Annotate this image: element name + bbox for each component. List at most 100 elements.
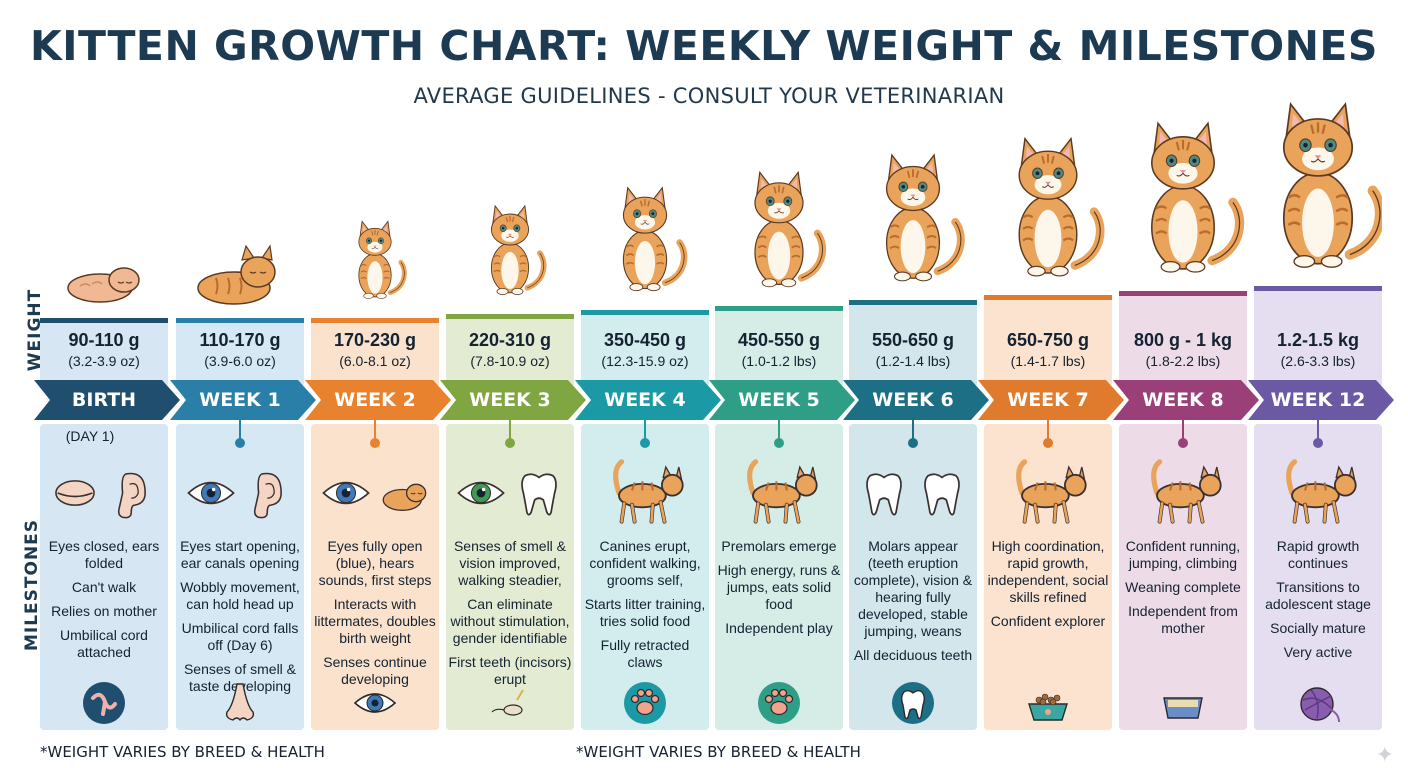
milestone-box: [984, 424, 1112, 730]
stage-arrow: [709, 380, 855, 420]
weight-range: 350-450 g: [603, 330, 687, 350]
milestone-box: [715, 424, 843, 730]
milestone-list: Confident running, jumping, climbing Wean…: [1121, 538, 1245, 644]
milestone-item: Independent play: [725, 620, 833, 636]
milestone-box: [581, 424, 709, 730]
bottom-icon: [1025, 680, 1071, 726]
bottom-icon: [81, 680, 127, 726]
weight-box: [1254, 286, 1382, 385]
bottom-icon: [890, 680, 936, 726]
milestone-item: Weaning complete: [1125, 579, 1241, 595]
milestone-list: High coordination, rapid growth, indepen…: [986, 538, 1110, 637]
milestone-item: Premolars emerge: [721, 538, 837, 554]
milestone-item: Canines erupt, confident walking, grooms…: [589, 538, 701, 588]
milestone-item: Fully retracted claws: [600, 637, 690, 670]
milestone-item: Very active: [1283, 644, 1353, 660]
stage-column: 170-230 g (6.0-8.1 oz) WEEK 2 Eyes fully op…: [305, 0, 451, 768]
umbilical-cord-icon: [83, 682, 125, 724]
milestone-item: High energy, runs & jumps, eats solid fo…: [717, 562, 841, 612]
stage-column: 1.2-1.5 kg (2.6-3.3 lbs) WEEK 12 Rapid grow…: [1248, 0, 1394, 768]
stage-arrow: [843, 380, 989, 420]
milestone-icons: [849, 455, 977, 530]
stage-label: WEEK 4: [604, 389, 686, 411]
weight-box: [849, 300, 977, 385]
weight-range-imperial: (3.9-6.0 oz): [204, 353, 276, 369]
kitten-illustration: [1151, 121, 1245, 273]
connector-dot: [640, 438, 650, 448]
weight-range: 90-110 g: [68, 330, 140, 350]
milestone-item: Transitions to adolescent stage: [1265, 579, 1371, 612]
weight-range-imperial: (6.0-8.1 oz): [339, 353, 411, 369]
milestone-item: Wobbly movement, can hold head up: [180, 579, 300, 612]
weight-box: [715, 306, 843, 385]
weight-range-imperial: (12.3-15.9 oz): [601, 353, 689, 369]
weight-box: [311, 318, 439, 385]
kitten-illustration: [754, 170, 827, 288]
bottom-icon: [217, 680, 263, 726]
weight-range-imperial: (7.8-10.9 oz): [470, 353, 550, 369]
yarn-ball-icon: [1300, 687, 1340, 723]
stage-column: 220-310 g (7.8-10.9 oz) WEEK 3 Senses of sm…: [440, 0, 586, 768]
stage-column: 110-170 g (3.9-6.0 oz) WEEK 1 Eyes start op…: [170, 0, 316, 768]
stage-label: WEEK 1: [199, 389, 281, 411]
weight-range-imperial: (1.0-1.2 lbs): [741, 353, 817, 369]
bottom-icon: [1160, 680, 1206, 726]
weight-range-imperial: (1.8-2.2 lbs): [1145, 353, 1221, 369]
milestone-list: Molars appear (teeth eruption complete),…: [851, 538, 975, 671]
sparkle-icon: ✦: [1375, 742, 1394, 767]
milestone-box: [1254, 424, 1382, 730]
bottom-icon: [352, 680, 398, 726]
connector-dot: [1043, 438, 1053, 448]
blue-eyes-icon: [322, 481, 370, 504]
stage-column: 800 g - 1 kg (1.8-2.2 lbs) WEEK 8 Confident…: [1113, 0, 1259, 768]
connector-line: [239, 420, 241, 442]
milestone-list: Canines erupt, confident walking, grooms…: [583, 538, 707, 678]
connector-dot: [505, 438, 515, 448]
eye-icon: [187, 481, 235, 504]
walking-cat-icon: [1016, 458, 1087, 524]
bottom-icon: [1295, 680, 1341, 726]
milestone-item: Senses of smell & vision improved, walki…: [453, 538, 567, 588]
kitten-illustration: [67, 267, 140, 303]
stage-column: 550-650 g (1.2-1.4 lbs) WEEK 6 Molars appea…: [843, 0, 989, 768]
milestone-box: [40, 424, 168, 730]
stage-arrow: [170, 380, 316, 420]
stage-label: WEEK 7: [1007, 389, 1089, 411]
walking-kitten-icon: [613, 458, 684, 524]
milestone-list: Eyes closed, ears folded Can't walk Relies…: [42, 538, 166, 668]
kitten-illustration: [490, 204, 547, 295]
food-bowl-icon: [1028, 693, 1068, 721]
nose-icon: [225, 683, 255, 722]
walking-cat-icon: [1151, 458, 1222, 524]
walking-cat-icon: [1286, 458, 1357, 524]
stage-label: WEEK 2: [334, 389, 416, 411]
milestone-item: High coordination, rapid growth, indepen…: [987, 538, 1109, 605]
connector-line: [374, 420, 376, 442]
weight-range: 1.2-1.5 kg: [1276, 330, 1360, 350]
stage-label: WEEK 3: [469, 389, 551, 411]
milestone-item: Eyes start opening, ear canals opening: [180, 538, 300, 571]
weight-box: [984, 295, 1112, 385]
connector-dot: [1313, 438, 1323, 448]
bottom-icon: [622, 680, 668, 726]
page-title: KITTEN GROWTH CHART: WEEKLY WEIGHT & MIL…: [30, 22, 1378, 70]
kitten-illustration: [622, 186, 688, 292]
milestone-list: Rapid growth continues Transitions to ado…: [1256, 538, 1380, 668]
closed-eye-icon: [55, 479, 95, 506]
weight-box: [176, 318, 304, 385]
stage-column: 350-450 g (12.3-15.9 oz) WEEK 4 Canines eru…: [575, 0, 721, 768]
milestone-icons: [1119, 455, 1247, 530]
milestone-box: [1119, 424, 1247, 730]
stage-arrow: [305, 380, 451, 420]
stage-arrow: [440, 380, 586, 420]
milestone-item: Rapid growth continues: [1276, 538, 1360, 571]
stage-label: WEEK 12: [1270, 389, 1366, 411]
kitten-mouse-icon: [491, 689, 524, 716]
milestone-item: Starts litter training, tries solid food: [584, 596, 706, 629]
kitten-illustration: [197, 244, 276, 305]
sleeping-kitten-icon: [382, 483, 427, 511]
weight-range: 170-230 g: [333, 330, 417, 350]
milestone-item: All deciduous teeth: [853, 647, 973, 663]
page-subtitle: AVERAGE GUIDELINES - CONSULT YOUR VETERI…: [413, 84, 1005, 108]
milestone-list: Eyes start opening, ear canals opening Wo…: [178, 538, 302, 702]
